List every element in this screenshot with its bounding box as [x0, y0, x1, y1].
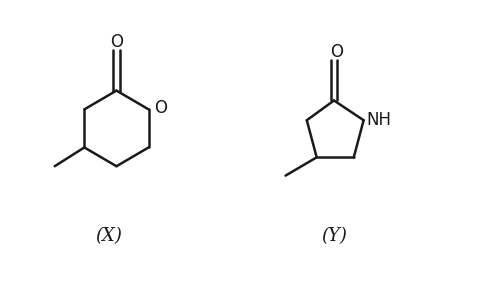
Text: O: O — [154, 99, 167, 117]
Text: (Y): (Y) — [321, 227, 347, 245]
Text: NH: NH — [366, 111, 391, 129]
Text: (X): (X) — [96, 227, 122, 245]
Text: O: O — [330, 42, 343, 60]
Text: O: O — [110, 33, 123, 51]
